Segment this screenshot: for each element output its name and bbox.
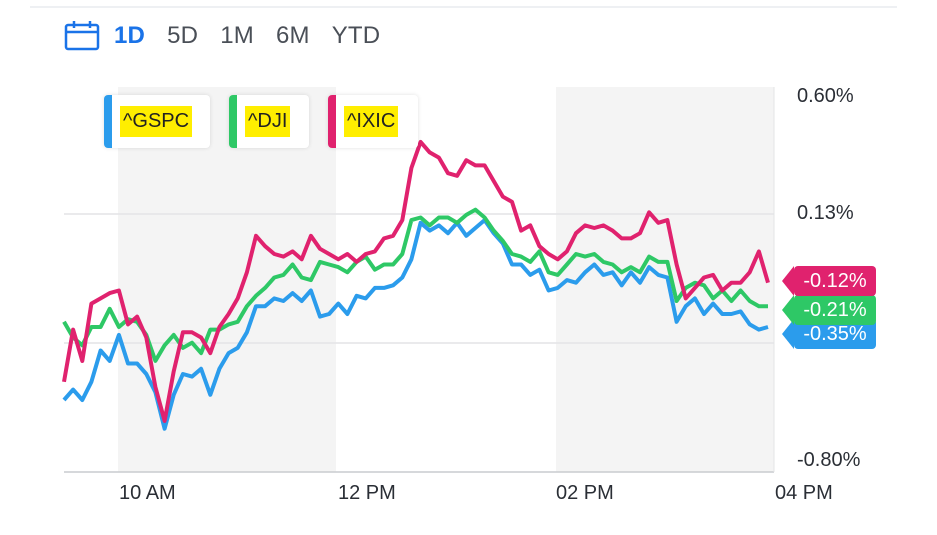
last-value-badge-dji: -0.21% bbox=[794, 295, 876, 325]
badge-pointer bbox=[782, 295, 794, 325]
session-band bbox=[556, 87, 774, 472]
session-band bbox=[118, 87, 336, 472]
y-tick-label: -0.80% bbox=[797, 449, 861, 471]
x-tick-label: 02 PM bbox=[556, 482, 614, 504]
tab-5d[interactable]: 5D bbox=[167, 22, 199, 49]
tab-1d[interactable]: 1D bbox=[114, 22, 146, 49]
series-line-ixic bbox=[62, 139, 770, 423]
legend-label: ^GSPC bbox=[120, 106, 193, 137]
legend-color-swatch bbox=[328, 95, 336, 148]
tab-6m[interactable]: 6M bbox=[275, 22, 310, 49]
legend-ixic[interactable]: ^IXIC bbox=[328, 95, 418, 148]
tab-ytd[interactable]: YTD bbox=[331, 22, 381, 49]
y-tick-label: 0.13% bbox=[797, 202, 854, 224]
legend-dji[interactable]: ^DJI bbox=[229, 95, 309, 148]
last-value-badge-ixic: -0.12% bbox=[794, 266, 876, 296]
range-toolbar: 1D 5D 1M 6M YTD bbox=[64, 18, 402, 54]
x-tick-label: 12 PM bbox=[338, 482, 396, 504]
calendar-icon[interactable] bbox=[64, 21, 100, 51]
legend-label: ^DJI bbox=[245, 106, 291, 137]
badge-pointer bbox=[782, 319, 794, 349]
top-divider bbox=[30, 6, 897, 8]
y-tick-label: 0.60% bbox=[797, 85, 854, 107]
legend-color-swatch bbox=[229, 95, 237, 148]
x-tick-label: 10 AM bbox=[119, 482, 176, 504]
tab-1m[interactable]: 1M bbox=[220, 22, 254, 49]
x-tick-label: 04 PM bbox=[775, 482, 833, 504]
series-layer bbox=[62, 139, 770, 431]
series-line-gspc bbox=[62, 218, 769, 431]
legend-label: ^IXIC bbox=[344, 106, 399, 137]
legend-color-swatch bbox=[104, 95, 112, 148]
badge-pointer bbox=[782, 266, 794, 296]
legend-gspc[interactable]: ^GSPC bbox=[104, 95, 210, 148]
